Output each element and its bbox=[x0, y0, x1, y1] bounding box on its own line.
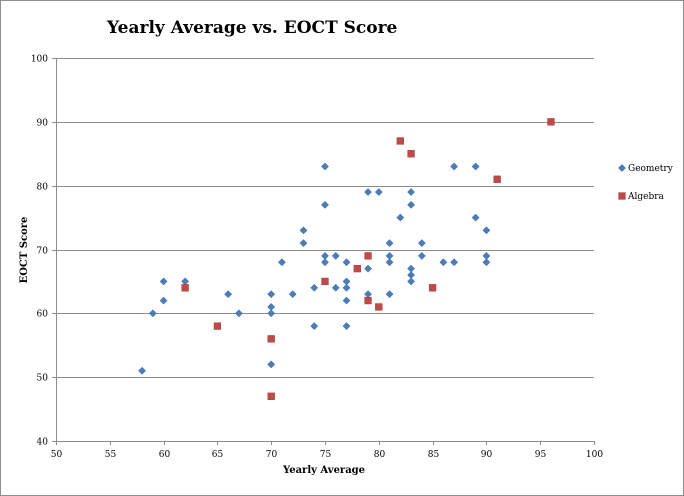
y-axis-title: EOCT Score bbox=[19, 217, 30, 284]
geometry-point bbox=[331, 251, 340, 260]
x-tick-label: 60 bbox=[159, 450, 171, 460]
x-tick-label: 85 bbox=[428, 450, 440, 460]
algebra-point bbox=[407, 150, 415, 158]
x-tick-label: 100 bbox=[586, 450, 603, 460]
x-tick-label: 95 bbox=[535, 450, 547, 460]
gridlines bbox=[56, 58, 594, 378]
geometry-point bbox=[288, 290, 297, 299]
x-tick-label: 70 bbox=[266, 450, 278, 460]
geometry-point bbox=[482, 226, 491, 235]
y-tick-label: 90 bbox=[37, 119, 49, 129]
y-tick-label: 40 bbox=[37, 438, 49, 448]
geometry-point bbox=[342, 258, 351, 267]
geometry-point bbox=[234, 309, 243, 318]
geometry-point bbox=[181, 277, 190, 286]
geometry-point bbox=[159, 296, 168, 305]
legend-marker-algebra bbox=[618, 192, 626, 200]
geometry-point bbox=[385, 258, 394, 267]
x-tick-label: 90 bbox=[481, 450, 493, 460]
x-tick-label: 80 bbox=[374, 450, 386, 460]
geometry-point bbox=[407, 200, 416, 209]
geometry-point bbox=[299, 226, 308, 235]
geometry-point bbox=[267, 309, 276, 318]
geometry-point bbox=[364, 188, 372, 197]
geometry-point bbox=[299, 239, 308, 248]
legend-label: Algebra bbox=[627, 192, 665, 202]
geometry-point bbox=[321, 162, 329, 171]
axes bbox=[56, 58, 594, 442]
algebra-point bbox=[267, 335, 275, 343]
x-tick-label: 50 bbox=[51, 450, 63, 460]
data-points bbox=[138, 118, 555, 400]
x-axis-title: Yearly Average bbox=[282, 465, 365, 476]
legend-item-algebra: Algebra bbox=[618, 192, 665, 202]
geometry-point bbox=[159, 277, 168, 286]
geometry-point bbox=[331, 283, 340, 292]
y-tick-label: 80 bbox=[37, 183, 49, 193]
algebra-point bbox=[428, 284, 437, 292]
algebra-point bbox=[353, 265, 361, 273]
geometry-point bbox=[407, 188, 416, 197]
y-axis-ticks: 40 50 60 70 80 90 100 bbox=[31, 55, 56, 448]
geometry-point bbox=[224, 290, 233, 299]
geometry-point bbox=[321, 258, 329, 267]
geometry-point bbox=[471, 162, 480, 171]
x-tick-label: 55 bbox=[105, 450, 117, 460]
y-tick-label: 60 bbox=[37, 310, 49, 320]
algebra-point bbox=[364, 296, 372, 305]
y-tick-label: 50 bbox=[37, 374, 49, 384]
geometry-point bbox=[148, 309, 157, 318]
x-axis-ticks: 50 55 60 65 70 75 80 85 90 95 100 bbox=[51, 441, 603, 460]
geometry-point bbox=[310, 322, 319, 331]
geometry-point bbox=[321, 200, 329, 209]
x-tick-label: 65 bbox=[212, 450, 224, 460]
geometry-point bbox=[364, 264, 372, 273]
geometry-point bbox=[364, 290, 372, 299]
geometry-point bbox=[407, 277, 416, 286]
geometry-point bbox=[342, 322, 351, 331]
geometry-point bbox=[267, 290, 276, 299]
algebra-point bbox=[493, 175, 501, 183]
chart-title: Yearly Average vs. EOCT Score bbox=[106, 18, 398, 38]
geometry-point bbox=[310, 283, 319, 292]
geometry-point bbox=[278, 258, 286, 267]
geometry-point bbox=[439, 258, 448, 267]
legend-label: Geometry bbox=[628, 164, 674, 174]
geometry-point bbox=[471, 213, 480, 222]
geometry-point bbox=[374, 188, 383, 197]
geometry-point bbox=[417, 251, 426, 260]
algebra-point bbox=[375, 303, 383, 311]
y-tick-label: 70 bbox=[37, 247, 49, 257]
geometry-point bbox=[138, 366, 147, 375]
y-tick-label: 100 bbox=[31, 55, 48, 65]
geometry-point bbox=[417, 239, 426, 248]
algebra-point bbox=[213, 322, 222, 330]
algebra-point bbox=[396, 137, 404, 145]
series-geometry bbox=[138, 162, 491, 375]
series-algebra bbox=[181, 118, 555, 400]
geometry-point bbox=[450, 162, 459, 171]
algebra-point bbox=[547, 118, 555, 126]
geometry-point bbox=[267, 360, 276, 369]
geometry-point bbox=[482, 258, 491, 267]
x-tick-label: 75 bbox=[320, 450, 332, 460]
geometry-point bbox=[342, 296, 351, 305]
geometry-point bbox=[385, 239, 394, 248]
geometry-point bbox=[342, 283, 351, 292]
legend-item-geometry: Geometry bbox=[618, 164, 674, 174]
geometry-point bbox=[396, 213, 405, 222]
algebra-point bbox=[181, 284, 189, 292]
algebra-point bbox=[267, 392, 275, 400]
geometry-point bbox=[450, 258, 459, 267]
legend: Geometry Algebra bbox=[618, 164, 674, 202]
algebra-point bbox=[364, 252, 372, 260]
geometry-point bbox=[385, 290, 394, 299]
algebra-point bbox=[321, 277, 329, 286]
legend-marker-geometry bbox=[618, 164, 626, 172]
